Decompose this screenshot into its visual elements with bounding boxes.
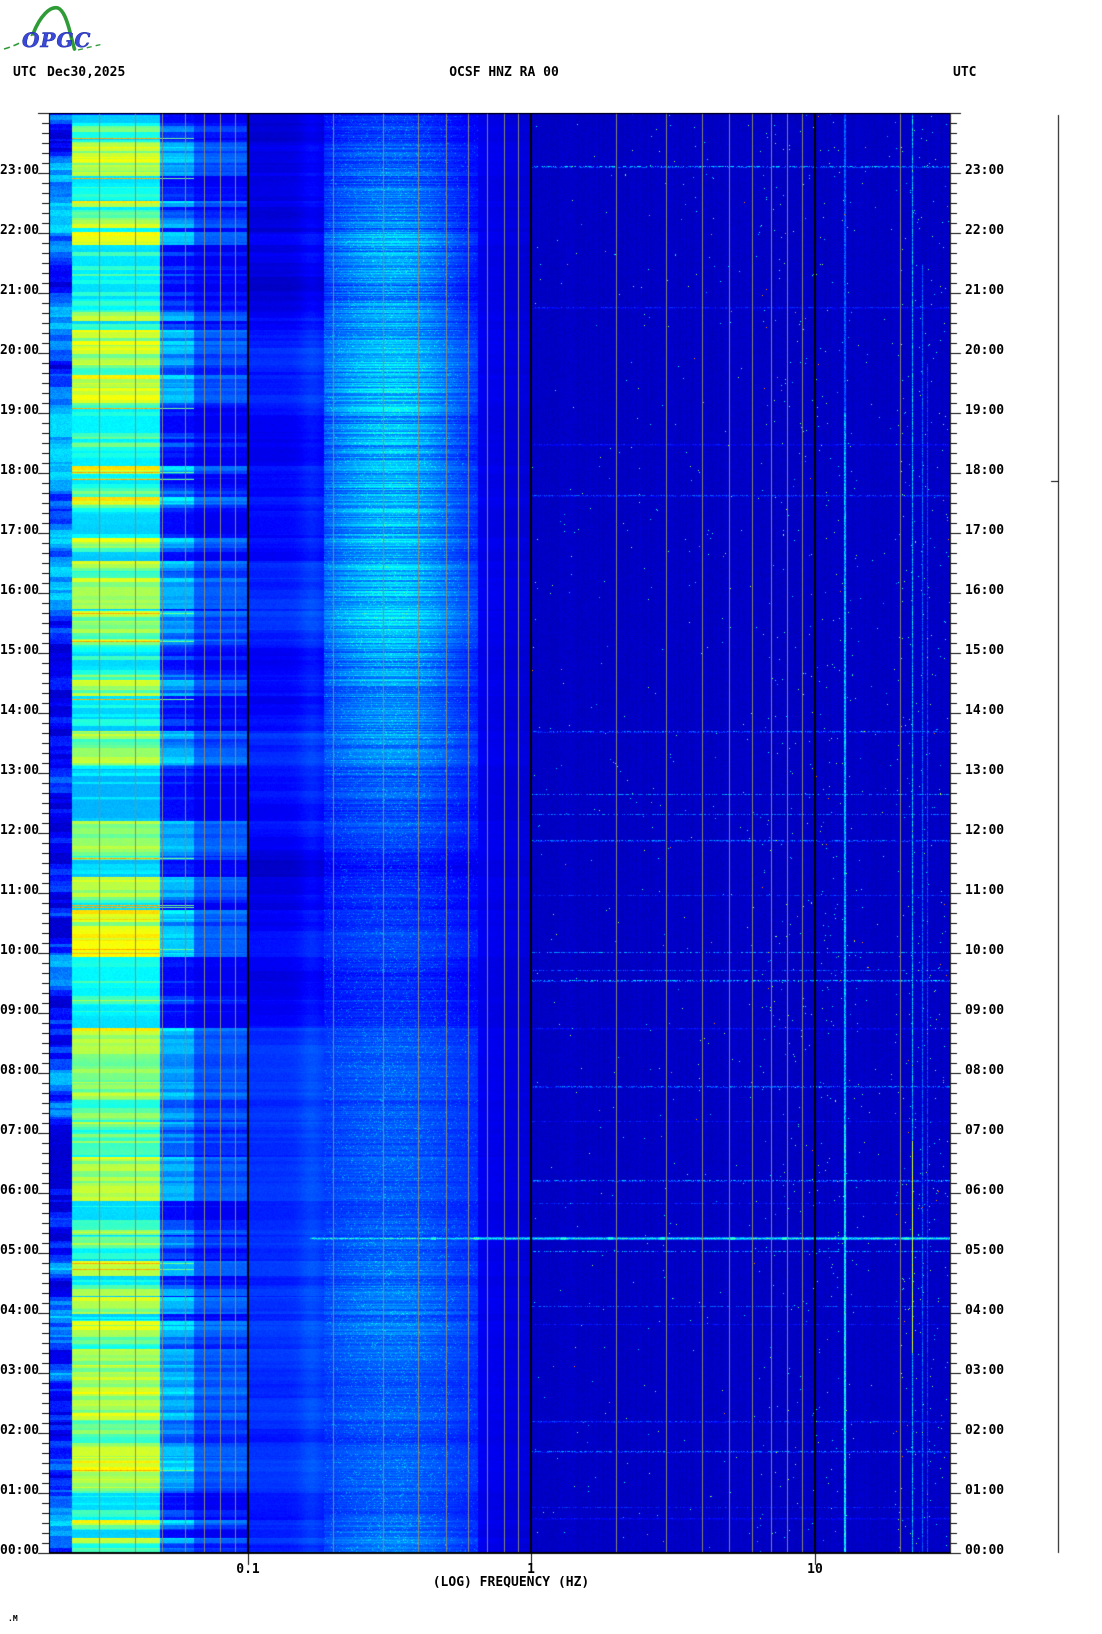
y-axis-label-right: 17:00 bbox=[965, 523, 1005, 538]
y-axis-label-right: 04:00 bbox=[965, 1303, 1005, 1318]
y-axis-label-left: 07:00 bbox=[0, 1123, 40, 1138]
y-axis-label-right: 10:00 bbox=[965, 943, 1005, 958]
y-axis-label-left: 00:00 bbox=[0, 1543, 40, 1558]
x-axis-title: (LOG) FREQUENCY (HZ) bbox=[432, 1575, 590, 1590]
y-axis-label-right: 05:00 bbox=[965, 1243, 1005, 1258]
y-axis-label-right: 18:00 bbox=[965, 463, 1005, 478]
y-axis-label-right: 15:00 bbox=[965, 643, 1005, 658]
y-axis-label-left: 09:00 bbox=[0, 1003, 40, 1018]
y-axis-label-left: 03:00 bbox=[0, 1363, 40, 1378]
y-axis-label-left: 12:00 bbox=[0, 823, 40, 838]
x-axis-tick-label: 0.1 bbox=[236, 1562, 260, 1577]
y-axis-label-left: 06:00 bbox=[0, 1183, 40, 1198]
y-axis-label-left: 14:00 bbox=[0, 703, 40, 718]
y-axis-label-left: 02:00 bbox=[0, 1423, 40, 1438]
y-axis-label-left: 16:00 bbox=[0, 583, 40, 598]
x-axis-tick-label: 10 bbox=[807, 1562, 823, 1577]
y-axis-label-left: 13:00 bbox=[0, 763, 40, 778]
y-axis-label-left: 10:00 bbox=[0, 943, 40, 958]
y-axis-label-right: 09:00 bbox=[965, 1003, 1005, 1018]
y-axis-label-left: 04:00 bbox=[0, 1303, 40, 1318]
y-axis-label-right: 16:00 bbox=[965, 583, 1005, 598]
y-axis-label-left: 23:00 bbox=[0, 163, 40, 178]
y-axis-label-left: 22:00 bbox=[0, 223, 40, 238]
y-axis-label-right: 22:00 bbox=[965, 223, 1005, 238]
y-axis-label-right: 14:00 bbox=[965, 703, 1005, 718]
y-axis-label-left: 05:00 bbox=[0, 1243, 40, 1258]
y-axis-label-right: 01:00 bbox=[965, 1483, 1005, 1498]
y-axis-label-right: 00:00 bbox=[965, 1543, 1005, 1558]
y-axis-label-right: 07:00 bbox=[965, 1123, 1005, 1138]
y-axis-label-left: 19:00 bbox=[0, 403, 40, 418]
y-axis-label-right: 13:00 bbox=[965, 763, 1005, 778]
y-axis-label-right: 02:00 bbox=[965, 1423, 1005, 1438]
y-axis-label-right: 06:00 bbox=[965, 1183, 1005, 1198]
x-axis-tick-label: 1 bbox=[527, 1562, 535, 1577]
y-axis-label-left: 21:00 bbox=[0, 283, 40, 298]
y-axis-label-right: 21:00 bbox=[965, 283, 1005, 298]
y-axis-label-left: 01:00 bbox=[0, 1483, 40, 1498]
y-axis-label-left: 15:00 bbox=[0, 643, 40, 658]
y-axis-label-left: 20:00 bbox=[0, 343, 40, 358]
y-axis-label-right: 03:00 bbox=[965, 1363, 1005, 1378]
y-axis-label-right: 11:00 bbox=[965, 883, 1005, 898]
y-axis-label-left: 08:00 bbox=[0, 1063, 40, 1078]
y-axis-label-left: 17:00 bbox=[0, 523, 40, 538]
y-axis-label-left: 11:00 bbox=[0, 883, 40, 898]
y-axis-label-right: 12:00 bbox=[965, 823, 1005, 838]
y-axis-label-right: 20:00 bbox=[965, 343, 1005, 358]
y-axis-label-right: 23:00 bbox=[965, 163, 1005, 178]
corner-mark: .M bbox=[8, 1614, 18, 1623]
y-axis-label-right: 19:00 bbox=[965, 403, 1005, 418]
y-axis-label-right: 08:00 bbox=[965, 1063, 1005, 1078]
y-axis-label-left: 18:00 bbox=[0, 463, 40, 478]
